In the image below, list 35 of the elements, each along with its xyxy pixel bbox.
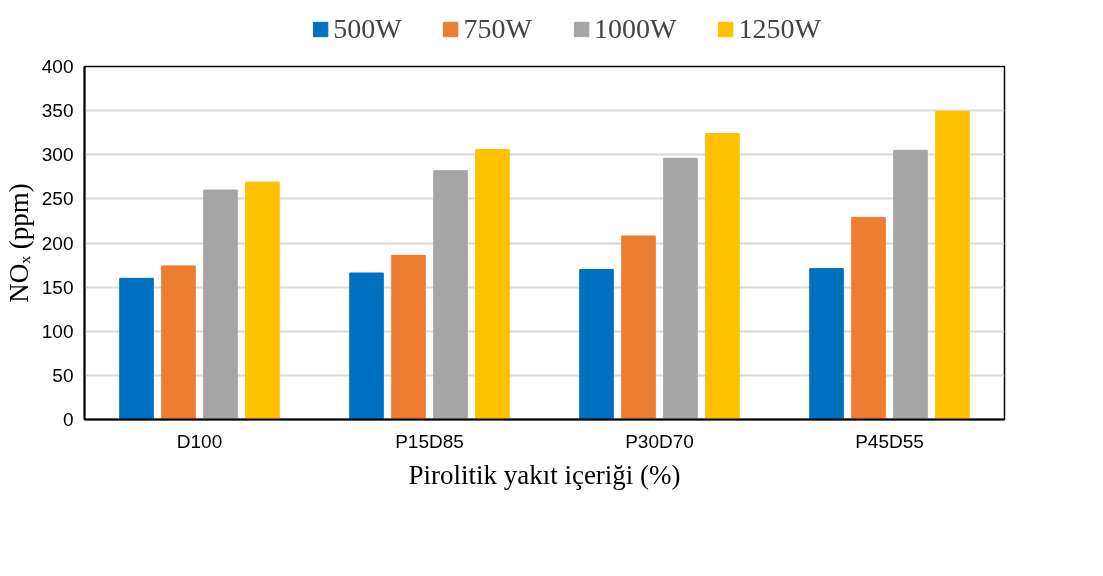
bar (391, 254, 426, 420)
legend-label: 500W (333, 13, 402, 45)
bar (935, 111, 970, 420)
legend-label: 750W (463, 13, 532, 45)
bar (893, 149, 928, 420)
x-axis-title: Pirolitik yakıt içeriği (%) (408, 459, 681, 490)
y-axis-title: NOₓ (ppm) (3, 183, 34, 303)
legend-label: 1000W (594, 13, 677, 45)
bar (245, 181, 280, 420)
y-tick-label: 400 (41, 56, 74, 77)
y-tick-label: 100 (41, 320, 74, 342)
y-tick-label: 350 (41, 100, 74, 122)
bar (161, 265, 196, 420)
y-tick-label: 250 (41, 188, 74, 210)
bar (475, 148, 510, 420)
bar (621, 235, 656, 420)
legend-label: 1250W (738, 13, 821, 45)
bar (851, 216, 886, 420)
y-tick-label: 150 (41, 276, 74, 298)
bar (705, 133, 740, 420)
bar (809, 268, 844, 420)
x-tick-label: P15D85 (395, 430, 464, 452)
x-tick-label: D100 (176, 430, 223, 452)
y-tick-label: 200 (41, 232, 74, 254)
bar (663, 157, 698, 420)
bar (119, 277, 154, 420)
y-tick-label: 300 (41, 144, 74, 166)
x-tick-label: P30D70 (625, 430, 694, 452)
bar (579, 268, 614, 420)
bar (433, 170, 468, 420)
y-tick-label: 0 (62, 409, 74, 430)
x-tick-label: P45D55 (855, 430, 924, 452)
bar (349, 272, 384, 420)
bar (203, 189, 238, 420)
y-tick-label: 50 (52, 364, 74, 386)
